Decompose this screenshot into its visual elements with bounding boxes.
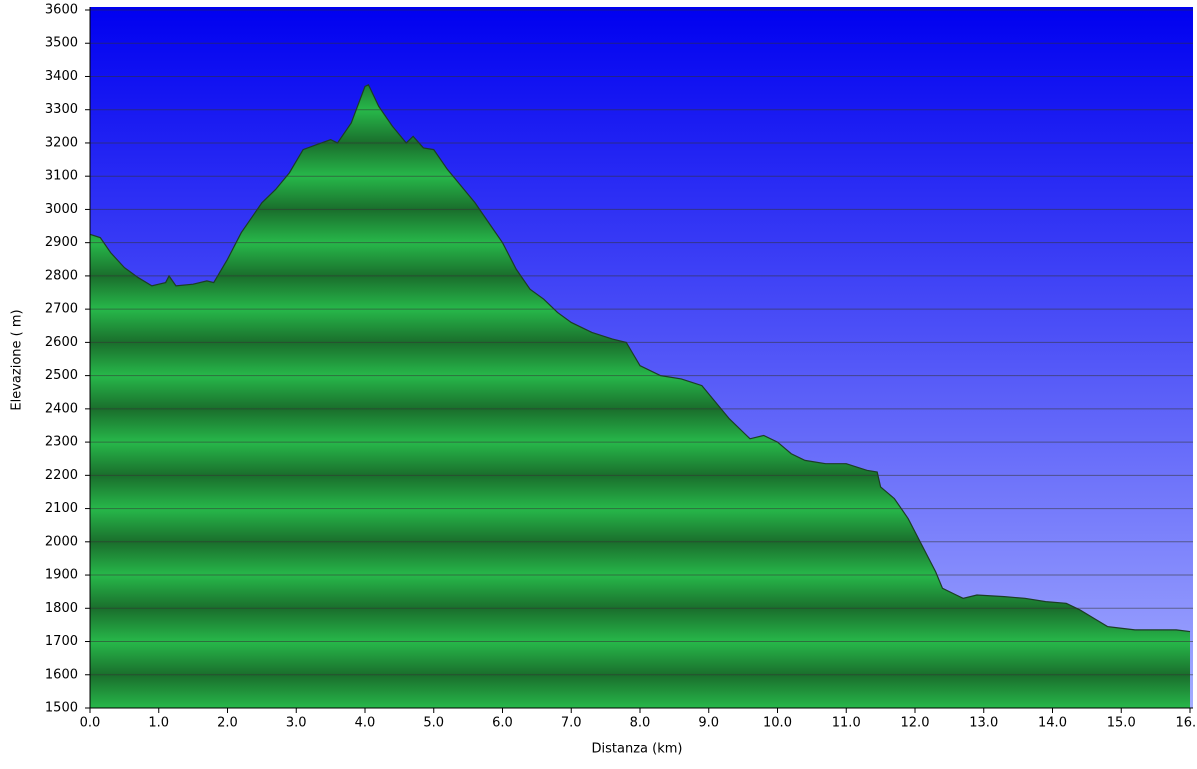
x-axis-label: Distanza (km) xyxy=(592,742,683,757)
y-tick-label: 2100 xyxy=(45,501,78,516)
y-tick-label: 3300 xyxy=(45,102,78,117)
area-outline xyxy=(89,83,1191,633)
x-tick-label: 0.0 xyxy=(80,716,101,731)
y-tick-label: 2400 xyxy=(45,401,78,416)
y-tick-label: 3000 xyxy=(45,202,78,217)
y-tick-label: 1700 xyxy=(45,634,78,649)
x-tick-label: 13.0 xyxy=(969,716,998,731)
y-tick-label: 1800 xyxy=(45,601,78,616)
x-tick-label: 14.0 xyxy=(1038,716,1067,731)
x-tick-label: 16.0 xyxy=(1176,716,1197,731)
y-tick-label: 3500 xyxy=(45,36,78,51)
x-tick-label: 12.0 xyxy=(901,716,930,731)
y-tick-label: 2700 xyxy=(45,302,78,317)
x-tick-label: 10.0 xyxy=(763,716,792,731)
x-tick-label: 3.0 xyxy=(286,716,307,731)
y-tick-label: 2500 xyxy=(45,368,78,383)
x-tick-label: 11.0 xyxy=(832,716,861,731)
x-tick-label: 7.0 xyxy=(561,716,582,731)
y-tick-label: 1500 xyxy=(45,701,78,716)
y-tick-label: 3200 xyxy=(45,135,78,150)
y-tick-label: 2600 xyxy=(45,335,78,350)
y-tick-label: 2200 xyxy=(45,468,78,483)
y-tick-label: 2300 xyxy=(45,435,78,450)
area xyxy=(90,84,1190,709)
y-tick-label: 2800 xyxy=(45,268,78,283)
x-tick-label: 9.0 xyxy=(698,716,719,731)
y-tick-label: 3400 xyxy=(45,69,78,84)
y-tick-label: 2000 xyxy=(45,534,78,549)
y-tick-label: 1600 xyxy=(45,667,78,682)
y-tick-label: 1900 xyxy=(45,568,78,583)
x-tick-label: 5.0 xyxy=(423,716,444,731)
y-axis-label: Elevazione ( m) xyxy=(10,309,25,410)
x-tick-label: 15.0 xyxy=(1107,716,1136,731)
x-tick-label: 8.0 xyxy=(630,716,651,731)
y-tick-label: 3600 xyxy=(45,3,78,18)
y-tick-label: 2900 xyxy=(45,235,78,250)
x-tick-label: 1.0 xyxy=(148,716,169,731)
x-tick-label: 2.0 xyxy=(217,716,238,731)
x-tick-label: 6.0 xyxy=(492,716,513,731)
y-tick-label: 3100 xyxy=(45,169,78,184)
x-tick-label: 4.0 xyxy=(355,716,376,731)
